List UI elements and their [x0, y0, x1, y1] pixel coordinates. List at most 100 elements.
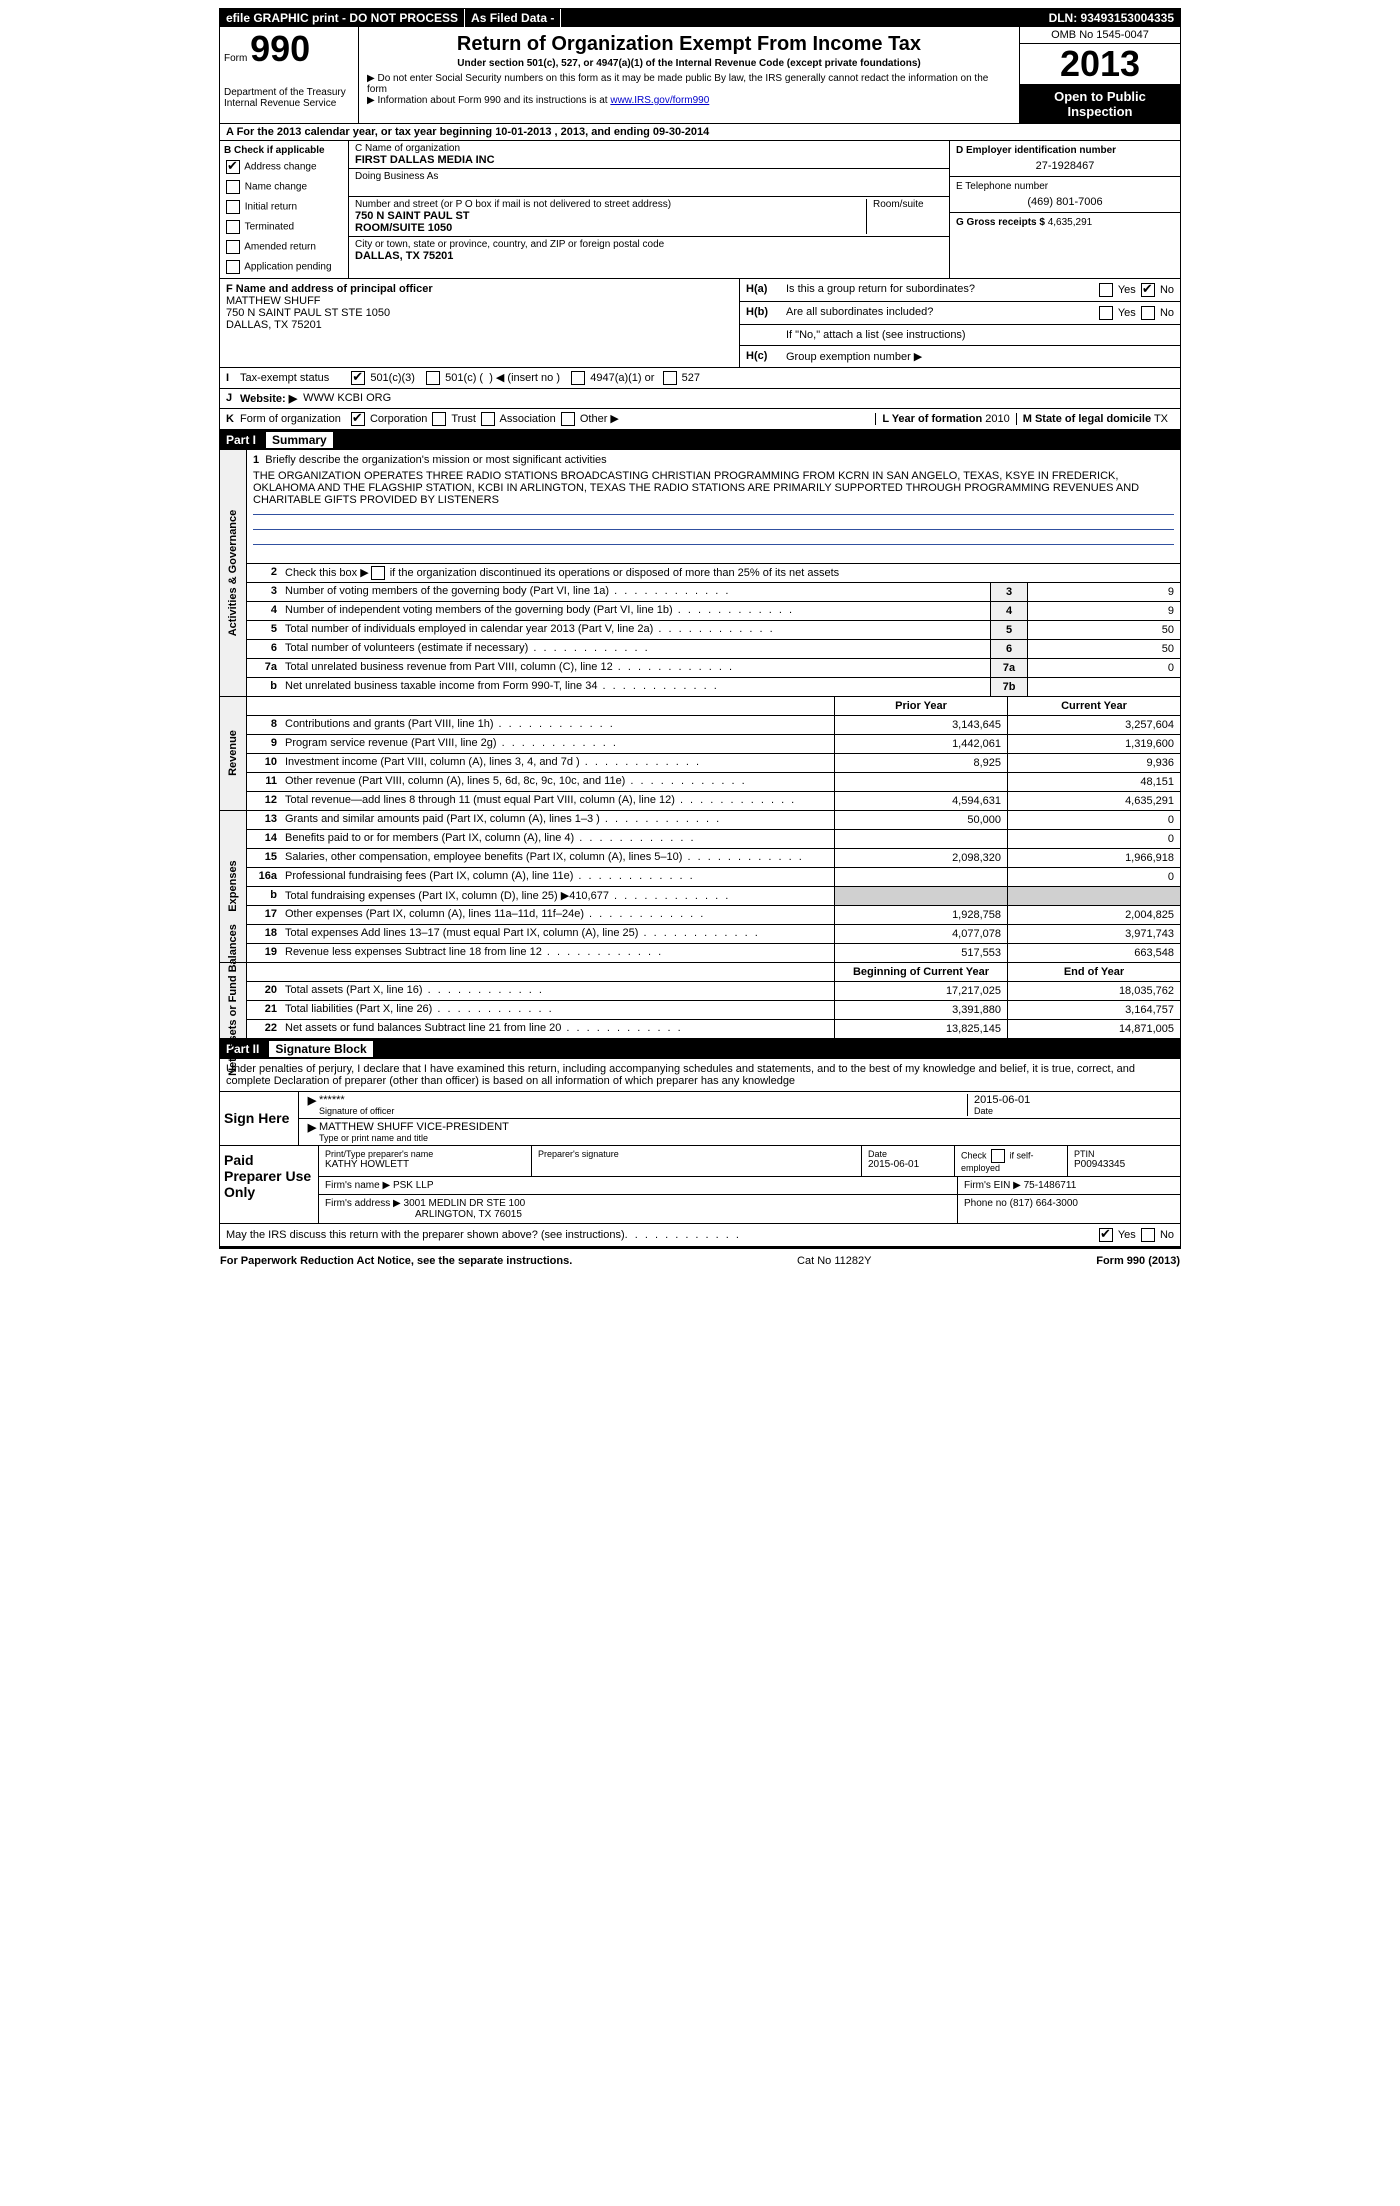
na-current-header: End of Year — [1007, 963, 1180, 981]
irs-label: Internal Revenue Service — [224, 98, 354, 109]
box-val — [1027, 678, 1180, 696]
na-lines: 20Total assets (Part X, line 16)17,217,0… — [247, 982, 1180, 1038]
prep-line-3: Firm's address ▶ 3001 MEDLIN DR STE 100 … — [319, 1195, 1180, 1223]
current — [1007, 887, 1180, 905]
sig-officer-field: ****** Signature of officer — [319, 1094, 967, 1116]
k-other-box[interactable] — [561, 412, 575, 426]
no: b — [247, 678, 281, 696]
side-rev: Revenue — [220, 697, 247, 810]
chk-amended[interactable]: Amended return — [224, 240, 344, 254]
side-gov-text: Activities & Governance — [227, 510, 239, 637]
firm-ein-val: 75-1486711 — [1024, 1180, 1077, 1191]
form-subtitle: Under section 501(c), 527, or 4947(a)(1)… — [367, 58, 1011, 69]
prior: 2,098,320 — [834, 849, 1007, 867]
signature-section: Under penalties of perjury, I declare th… — [220, 1059, 1180, 1248]
pc-header: Prior Year Current Year — [247, 697, 1180, 716]
col-c-org-info: C Name of organization FIRST DALLAS MEDI… — [349, 141, 949, 278]
box-no: 6 — [990, 640, 1027, 658]
k-trust-box[interactable] — [432, 412, 446, 426]
no: 18 — [247, 925, 281, 943]
no: 6 — [247, 640, 281, 658]
chk-address-change[interactable]: Address change — [224, 160, 344, 174]
paid-prep-label: Paid Preparer Use Only — [220, 1146, 319, 1223]
current: 1,966,918 — [1007, 849, 1180, 867]
current: 0 — [1007, 830, 1180, 848]
side-na-text: Net Assets or Fund Balances — [227, 924, 239, 1076]
discuss-no: No — [1160, 1229, 1174, 1241]
row-k-form-org: K Form of organization Corporation Trust… — [220, 409, 1180, 430]
header-right: OMB No 1545-0047 2013 Open to Public Ins… — [1019, 27, 1180, 123]
box-val: 0 — [1027, 659, 1180, 677]
discuss-yes-box[interactable] — [1099, 1228, 1113, 1242]
ha-yes: Yes — [1118, 284, 1136, 296]
line-16a: 16aProfessional fundraising fees (Part I… — [247, 868, 1180, 887]
sig-officer-line: ▶ ****** Signature of officer 2015-06-01… — [299, 1092, 1180, 1119]
i-527-box[interactable] — [663, 371, 677, 385]
current: 3,257,604 — [1007, 716, 1180, 734]
hb-yn: Yes No — [1054, 306, 1174, 320]
no: 15 — [247, 849, 281, 867]
selfemp-box[interactable] — [991, 1149, 1005, 1163]
i-4947-box[interactable] — [571, 371, 585, 385]
desc: Investment income (Part VIII, column (A)… — [281, 754, 834, 772]
chk-terminated[interactable]: Terminated — [224, 220, 344, 234]
prep-phone-cell: Phone no (817) 664-3000 — [958, 1195, 1180, 1223]
gov-section: Activities & Governance 1 Briefly descri… — [220, 450, 1180, 696]
current: 663,548 — [1007, 944, 1180, 962]
sig-stars: ****** — [319, 1094, 967, 1106]
line-22: 22Net assets or fund balances Subtract l… — [247, 1020, 1180, 1038]
gross-block: G Gross receipts $ 4,635,291 — [950, 213, 1180, 232]
ha-no-box[interactable] — [1141, 283, 1155, 297]
desc: Total revenue—add lines 8 through 11 (mu… — [281, 792, 834, 810]
org-name-block: C Name of organization FIRST DALLAS MEDI… — [349, 141, 949, 169]
hb-no-box[interactable] — [1141, 306, 1155, 320]
ein-label: D Employer identification number — [956, 145, 1174, 156]
k-assoc-box[interactable] — [481, 412, 495, 426]
gov-content: 1 Briefly describe the organization's mi… — [247, 450, 1180, 696]
hc-row: H(c) Group exemption number ▶ — [740, 346, 1180, 367]
prep-line-2: Firm's name ▶ PSK LLP Firm's EIN ▶ 75-14… — [319, 1177, 1180, 1195]
prior: 4,077,078 — [834, 925, 1007, 943]
line-2-box[interactable] — [371, 566, 385, 580]
chk-app-pending[interactable]: Application pending — [224, 260, 344, 274]
dba-block: Doing Business As — [349, 169, 949, 197]
prep-date-label: Date — [868, 1149, 948, 1159]
form-number: 990 — [250, 28, 310, 69]
hb-yes-box[interactable] — [1099, 306, 1113, 320]
desc: Benefits paid to or for members (Part IX… — [281, 830, 834, 848]
prior — [834, 773, 1007, 791]
prep-firm-cell: Firm's name ▶ PSK LLP — [319, 1177, 958, 1194]
rev-section: Revenue Prior Year Current Year 8Contrib… — [220, 696, 1180, 810]
sign-here-mid: ▶ ****** Signature of officer 2015-06-01… — [299, 1092, 1180, 1145]
desc: Total assets (Part X, line 16) — [281, 982, 834, 1000]
i-501c3-box[interactable] — [351, 371, 365, 385]
k-corp-box[interactable] — [351, 412, 365, 426]
na-header: Beginning of Current Year End of Year — [247, 963, 1180, 982]
l-val: 2010 — [985, 413, 1009, 425]
chk-initial-return[interactable]: Initial return — [224, 200, 344, 214]
mission-label: Briefly describe the organization's miss… — [265, 454, 606, 466]
k-label: Form of organization — [240, 413, 341, 425]
chk-name-change[interactable]: Name change — [224, 180, 344, 194]
officer-label: F Name and address of principal officer — [226, 283, 733, 295]
line-19: 19Revenue less expenses Subtract line 18… — [247, 944, 1180, 962]
j-tag: J — [226, 392, 240, 404]
line-9: 9Program service revenue (Part VIII, lin… — [247, 735, 1180, 754]
prep-selfemp-label: Check if self-employed — [961, 1149, 1061, 1173]
city-block: City or town, state or province, country… — [349, 237, 949, 264]
section-fh: F Name and address of principal officer … — [220, 279, 1180, 368]
irs-link[interactable]: www.IRS.gov/form990 — [610, 95, 709, 106]
l-block: L Year of formation 2010 — [875, 413, 1015, 425]
discuss-yes: Yes — [1118, 1229, 1136, 1241]
discuss-no-box[interactable] — [1141, 1228, 1155, 1242]
omb-number: OMB No 1545-0047 — [1020, 27, 1180, 44]
sig-arrow-2: ▶ — [305, 1121, 319, 1143]
j-value: WWW KCBI ORG — [303, 392, 391, 404]
asfiled-label: As Filed Data - — [465, 9, 561, 27]
line-20: 20Total assets (Part X, line 16)17,217,0… — [247, 982, 1180, 1001]
line-12: 12Total revenue—add lines 8 through 11 (… — [247, 792, 1180, 810]
ha-yes-box[interactable] — [1099, 283, 1113, 297]
row-i-tax-status: I Tax-exempt status 501(c)(3) 501(c) ( )… — [220, 368, 1180, 389]
i-501c-box[interactable] — [426, 371, 440, 385]
side-exp-text: Expenses — [227, 861, 239, 912]
